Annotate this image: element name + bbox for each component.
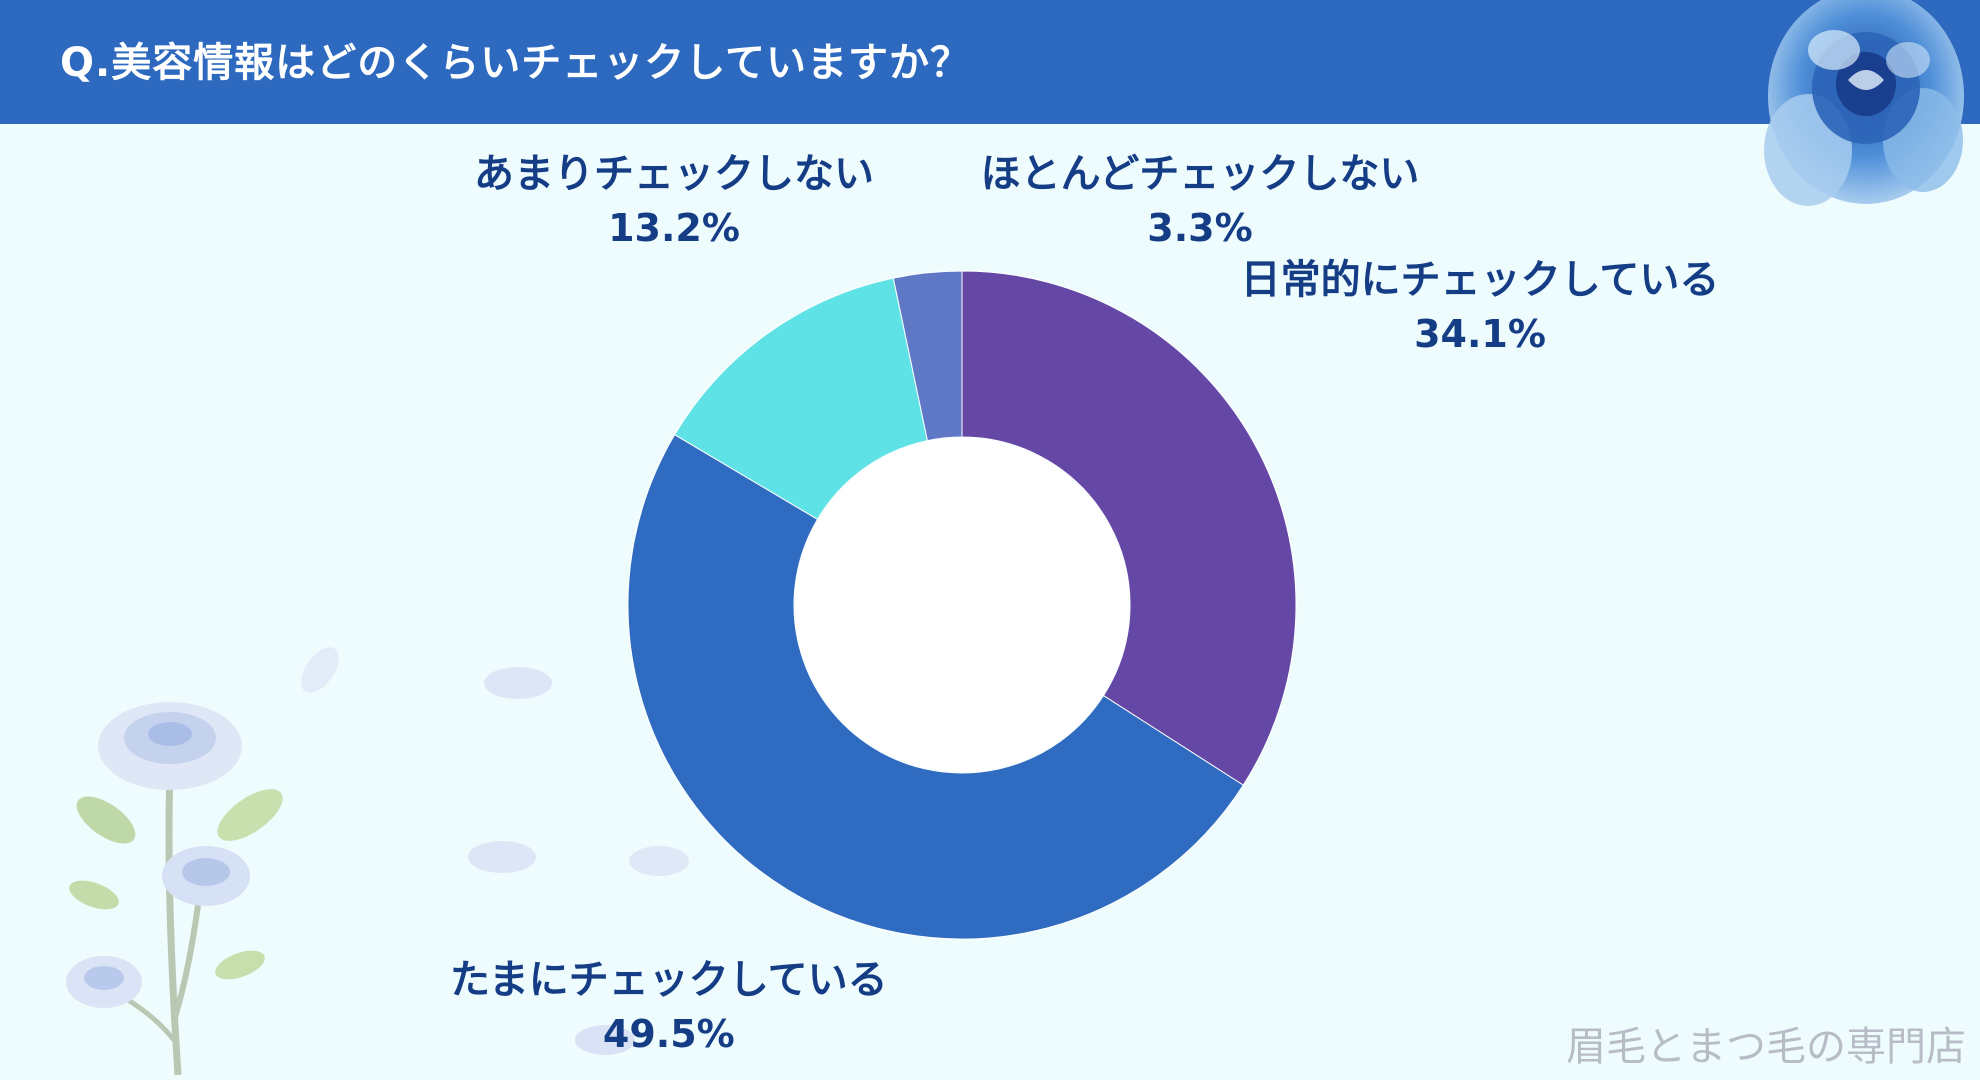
slice-hardly <box>892 270 963 442</box>
legend-label: あまりチェックしない <box>474 151 874 197</box>
rose-stem-icon <box>66 702 283 1076</box>
legend-label: ほとんどチェックしない <box>980 151 1420 197</box>
slice-daily <box>961 270 1297 786</box>
legend-label: 日常的にチェックしている <box>1240 257 1720 303</box>
data-label: 34.1% <box>1414 312 1546 356</box>
slice-sometimes <box>627 433 1244 940</box>
blue-rose-icon <box>1764 0 1964 206</box>
data-label: 13.2% <box>608 206 740 250</box>
watermark: 眉毛とまつ毛の専門店 <box>1566 1024 1966 1070</box>
legend-label: たまにチェックしている <box>450 957 888 1003</box>
data-label: 3.3% <box>1147 206 1253 250</box>
chart-label-sometimes: たまにチェックしている 49.5% <box>450 954 888 1062</box>
header-bar: Q.美容情報はどのくらいチェックしていますか？ <box>0 0 1980 124</box>
donut-hole <box>795 438 1129 772</box>
chart-label-daily: 日常的にチェックしている 34.1% <box>1220 254 1740 362</box>
chart-label-hardly: ほとんどチェックしない 3.3% <box>950 148 1450 256</box>
data-label: 49.5% <box>602 1012 735 1056</box>
slice-rarely <box>674 277 929 521</box>
petal-icon <box>468 841 536 873</box>
page-title: Q.美容情報はどのくらいチェックしていますか？ <box>60 40 971 86</box>
petal-icon <box>575 1025 635 1055</box>
chart-label-rarely: あまりチェックしない 13.2% <box>444 148 904 256</box>
petal-icon <box>301 647 339 693</box>
petal-icon <box>484 667 552 699</box>
petal-icon <box>629 846 689 876</box>
